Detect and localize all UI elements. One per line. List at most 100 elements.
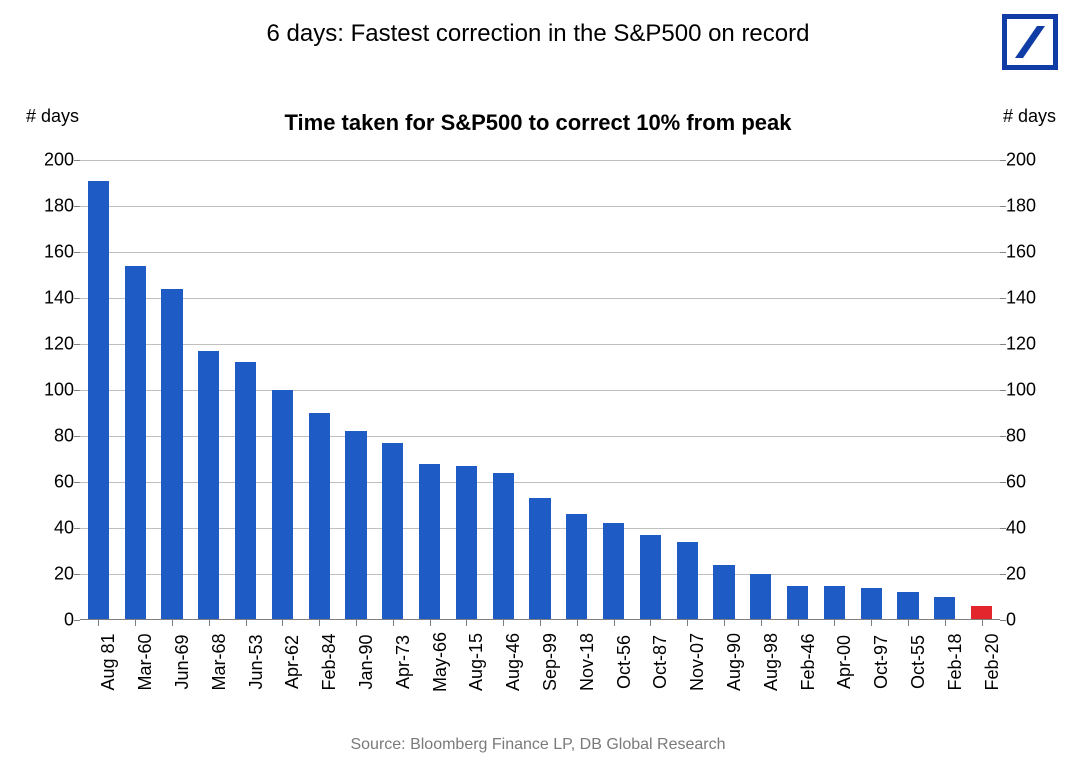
y-tick-label: 200 xyxy=(24,150,74,171)
y-tick-label: 100 xyxy=(1006,380,1056,401)
bar xyxy=(235,362,256,620)
x-tick-label: Oct-97 xyxy=(871,635,892,689)
x-tick-label: Apr-00 xyxy=(834,635,855,689)
x-tick-label: Feb-46 xyxy=(798,633,819,690)
x-tickmark xyxy=(319,620,320,626)
bar xyxy=(345,431,366,620)
y-tick-label: 40 xyxy=(1006,518,1056,539)
plot-area: 020406080100120140160180200 020406080100… xyxy=(80,160,1000,620)
bar xyxy=(493,473,514,620)
bar xyxy=(677,542,698,620)
x-tick-label: Apr-62 xyxy=(282,635,303,689)
y-tick-label: 0 xyxy=(1006,610,1056,631)
x-tickmark xyxy=(282,620,283,626)
y-tick-label: 40 xyxy=(24,518,74,539)
y-tick-label: 120 xyxy=(1006,334,1056,355)
x-tickmark xyxy=(614,620,615,626)
x-tick-label: Oct-55 xyxy=(908,635,929,689)
y-tick-label: 20 xyxy=(24,564,74,585)
x-tick-label: Aug-90 xyxy=(724,633,745,691)
x-tickmark xyxy=(945,620,946,626)
x-tickmark xyxy=(982,620,983,626)
y-tick-label: 0 xyxy=(24,610,74,631)
x-tick-label: May-66 xyxy=(430,632,451,692)
x-tickmark xyxy=(908,620,909,626)
source-text: Source: Bloomberg Finance LP, DB Global … xyxy=(0,736,1076,754)
x-tick-label: Oct-87 xyxy=(650,635,671,689)
x-tick-label: Aug-46 xyxy=(503,633,524,691)
x-tickmark xyxy=(209,620,210,626)
x-tickmark xyxy=(687,620,688,626)
bar xyxy=(640,535,661,620)
x-tick-label: Aug-98 xyxy=(761,633,782,691)
x-tickmark xyxy=(98,620,99,626)
bar xyxy=(934,597,955,620)
x-tickmark xyxy=(356,620,357,626)
bar xyxy=(713,565,734,620)
y-tick-label: 60 xyxy=(24,472,74,493)
x-tick-label: Nov-18 xyxy=(577,633,598,691)
plot-inner xyxy=(80,160,1000,620)
x-tick-label: Feb-18 xyxy=(945,633,966,690)
y-tick-label: 80 xyxy=(24,426,74,447)
y-tick-label: 140 xyxy=(1006,288,1056,309)
bar xyxy=(824,586,845,621)
x-tickmark xyxy=(503,620,504,626)
x-tick-label: Mar-60 xyxy=(135,633,156,690)
y-tick-label: 200 xyxy=(1006,150,1056,171)
bar xyxy=(529,498,550,620)
x-tick-label: Mar-68 xyxy=(209,633,230,690)
x-tickmark xyxy=(761,620,762,626)
y-tick-label: 180 xyxy=(24,196,74,217)
x-tick-label: Jun-69 xyxy=(172,634,193,689)
x-tick-label: Feb-20 xyxy=(982,633,1003,690)
x-tickmark xyxy=(540,620,541,626)
x-tickmark xyxy=(577,620,578,626)
x-tick-label: Feb-84 xyxy=(319,633,340,690)
x-tickmark xyxy=(246,620,247,626)
bar xyxy=(861,588,882,620)
bar xyxy=(198,351,219,620)
x-tickmark xyxy=(393,620,394,626)
x-tickmark xyxy=(135,620,136,626)
bar xyxy=(309,413,330,620)
x-tick-label: Aug 81 xyxy=(98,633,119,690)
bar xyxy=(787,586,808,621)
x-tickmark xyxy=(834,620,835,626)
y-tick-label: 160 xyxy=(1006,242,1056,263)
bars-group xyxy=(80,160,1000,620)
page: 6 days: Fastest correction in the S&P500… xyxy=(0,0,1076,764)
x-tick-label: Sep-99 xyxy=(540,633,561,691)
bar xyxy=(161,289,182,620)
x-tick-label: Apr-73 xyxy=(393,635,414,689)
x-tick-label: Jun-53 xyxy=(246,634,267,689)
db-logo xyxy=(1002,14,1058,70)
y-tick-label: 20 xyxy=(1006,564,1056,585)
bar xyxy=(750,574,771,620)
x-ticks: Aug 81 Mar-60 Jun-69 Mar-68 Jun-53 Apr-62 Feb-… xyxy=(80,620,1000,740)
x-tickmark xyxy=(724,620,725,626)
y-tick-label: 160 xyxy=(24,242,74,263)
bar xyxy=(566,514,587,620)
bar xyxy=(971,606,992,620)
bar xyxy=(419,464,440,620)
y-tick-label: 60 xyxy=(1006,472,1056,493)
x-tick-label: Nov-07 xyxy=(687,633,708,691)
x-tickmark xyxy=(650,620,651,626)
y-tick-label: 140 xyxy=(24,288,74,309)
y-tick-label: 180 xyxy=(1006,196,1056,217)
bar xyxy=(456,466,477,620)
x-tickmark xyxy=(172,620,173,626)
x-tickmark xyxy=(871,620,872,626)
x-tickmark xyxy=(466,620,467,626)
x-tickmark xyxy=(798,620,799,626)
bar xyxy=(88,181,109,620)
bar xyxy=(382,443,403,620)
bar xyxy=(897,592,918,620)
x-tick-label: Oct-56 xyxy=(614,635,635,689)
y-tick-label: 120 xyxy=(24,334,74,355)
x-tickmark xyxy=(430,620,431,626)
chart-title: Time taken for S&P500 to correct 10% fro… xyxy=(0,110,1076,136)
x-tick-label: Aug-15 xyxy=(466,633,487,691)
bar xyxy=(603,523,624,620)
